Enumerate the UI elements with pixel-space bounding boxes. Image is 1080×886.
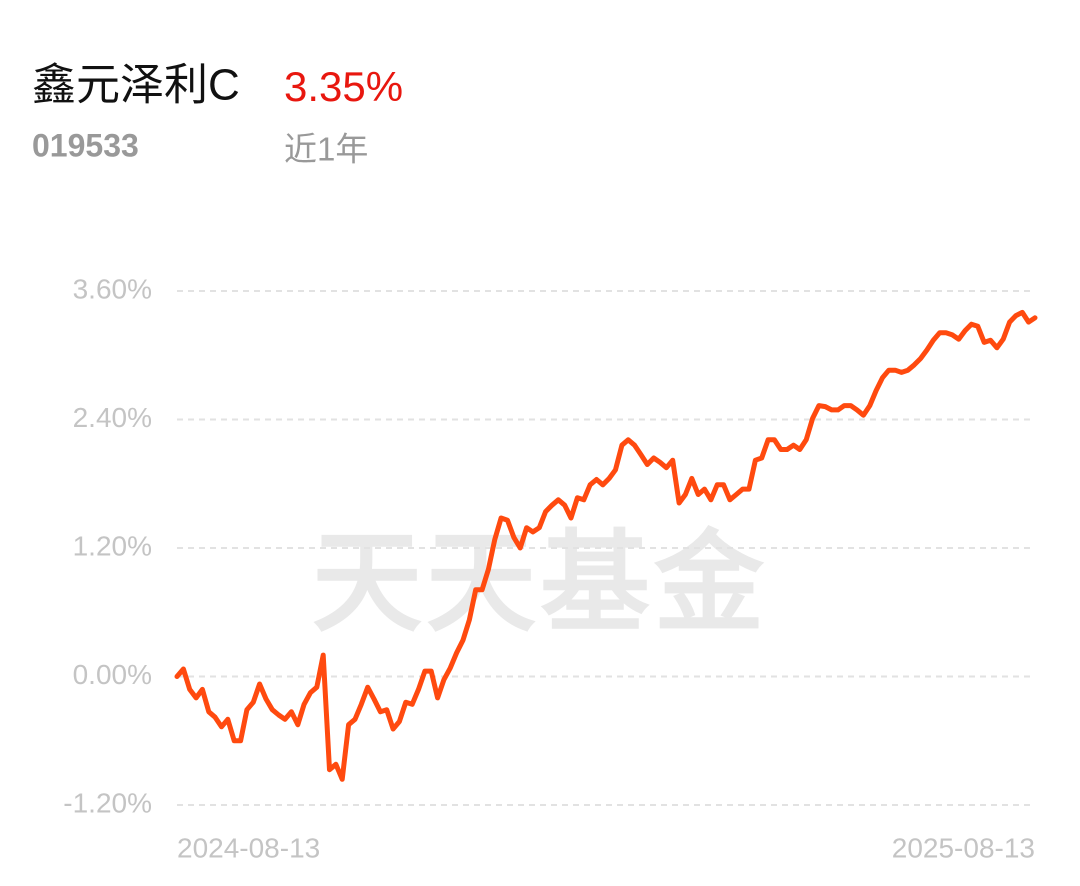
y-tick-label: 1.20% [73,530,152,561]
fund-name: 鑫元泽利C [32,61,240,110]
x-tick-label: 2024-08-13 [177,832,320,863]
return: 3.35% [284,63,403,110]
y-tick-label: 0.00% [73,659,152,690]
period: 近1年 [284,131,368,168]
fund-code: 019533 [32,127,139,163]
watermark: 天天基金 [312,522,768,645]
x-tick-label: 2025-08-13 [892,832,1035,863]
y-tick-label: 3.60% [73,273,152,304]
y-tick-label: 2.40% [73,402,152,433]
line [174,309,1038,782]
y-tick-label: -1.20% [63,787,152,818]
